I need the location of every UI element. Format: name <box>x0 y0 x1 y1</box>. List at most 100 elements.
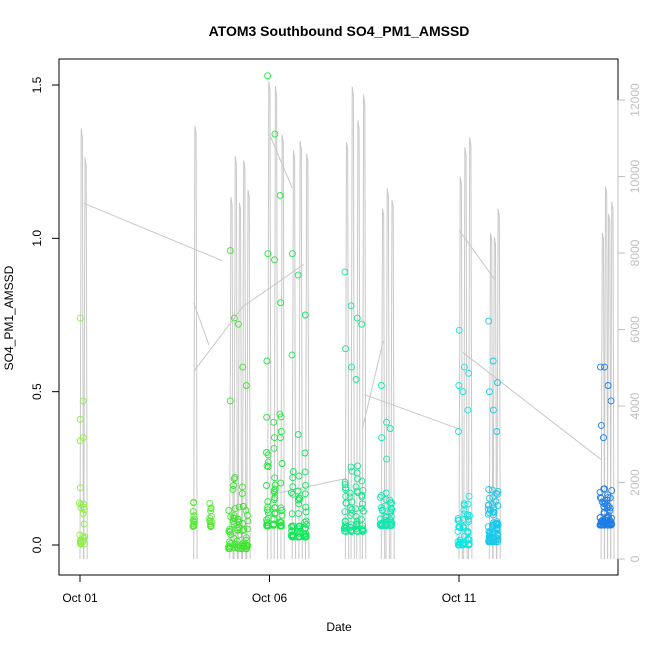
data-point <box>277 519 285 527</box>
data-point <box>76 484 84 492</box>
data-point <box>460 363 468 371</box>
data-point <box>465 492 473 500</box>
data-point <box>225 506 233 514</box>
altitude-profile <box>242 160 247 560</box>
data-point <box>238 490 246 497</box>
data-point <box>348 363 355 371</box>
data-point <box>264 522 272 530</box>
data-point <box>378 492 385 500</box>
data-point <box>230 512 238 520</box>
data-point <box>464 527 472 535</box>
data-point <box>76 437 84 445</box>
y2-tick-label: 0 <box>628 555 642 562</box>
altitude-profile <box>298 140 303 560</box>
plot-frame <box>58 58 619 576</box>
altitude-profile <box>610 201 615 560</box>
altitude-profile <box>390 199 395 560</box>
data-point <box>386 425 394 432</box>
data-point <box>301 468 309 476</box>
data-point <box>346 489 354 497</box>
data-point <box>597 421 605 429</box>
data-point <box>605 502 612 510</box>
data-point <box>598 498 606 506</box>
data-point <box>271 256 278 264</box>
data-point <box>459 541 467 549</box>
data-point <box>294 487 302 495</box>
data-point <box>235 320 242 328</box>
data-point <box>230 314 238 322</box>
data-point <box>269 521 277 529</box>
y2-tick-label: 4000 <box>628 392 642 419</box>
data-point <box>358 477 366 485</box>
data-point <box>381 520 389 528</box>
data-point <box>489 406 497 414</box>
data-point <box>342 345 350 353</box>
data-point <box>227 531 235 539</box>
altitude-transit-line <box>269 134 293 189</box>
data-point <box>376 493 384 501</box>
data-point <box>493 428 501 435</box>
data-point <box>296 495 304 503</box>
data-point <box>227 513 235 521</box>
data-point <box>230 475 238 483</box>
data-point <box>263 462 271 470</box>
data-point <box>239 363 247 371</box>
data-point <box>264 458 272 466</box>
data-point <box>295 523 303 530</box>
data-point <box>342 492 350 500</box>
data-point <box>465 369 473 377</box>
altitude-profile <box>237 202 243 560</box>
altitude-profile <box>273 86 279 560</box>
data-point <box>239 503 247 510</box>
data-point <box>227 540 235 548</box>
data-point <box>277 413 285 421</box>
data-point <box>235 503 243 511</box>
altitude-transit-line <box>462 352 602 460</box>
data-point <box>382 495 390 503</box>
data-point <box>485 317 493 325</box>
data-point <box>605 512 612 519</box>
data-point <box>376 520 384 528</box>
data-point <box>190 512 198 520</box>
data-point <box>242 541 250 549</box>
data-point <box>206 514 214 522</box>
y-tick-label: 0.5 <box>30 383 44 400</box>
data-point <box>347 512 354 519</box>
data-point <box>264 514 272 522</box>
data-point <box>459 388 467 396</box>
altitude-profile <box>350 86 355 560</box>
data-point <box>263 519 271 527</box>
data-point <box>490 522 498 530</box>
data-point <box>271 474 279 482</box>
data-point <box>601 363 608 371</box>
data-point <box>263 506 271 514</box>
data-point <box>489 501 497 508</box>
altitude-lines <box>79 81 615 560</box>
data-point <box>189 508 197 515</box>
data-point <box>264 463 272 471</box>
y2-tick-label: 2000 <box>628 469 642 496</box>
data-point <box>264 498 272 506</box>
data-point <box>341 508 349 516</box>
data-point <box>271 485 279 493</box>
altitude-profile <box>603 186 609 560</box>
data-point <box>226 528 234 536</box>
data-point <box>79 397 87 405</box>
data-point <box>486 509 493 517</box>
data-point <box>489 357 497 365</box>
data-point <box>346 493 354 501</box>
data-point <box>278 460 286 467</box>
data-point <box>234 515 242 523</box>
data-point <box>271 504 279 512</box>
data-point <box>456 539 464 547</box>
data-point <box>226 247 234 255</box>
data-point <box>75 499 83 507</box>
data-point <box>464 406 472 414</box>
data-point <box>242 534 250 542</box>
data-point <box>601 516 608 524</box>
data-point <box>492 489 500 497</box>
data-point <box>486 494 493 502</box>
data-point <box>80 500 88 508</box>
data-point <box>603 520 610 528</box>
data-point <box>489 538 496 546</box>
